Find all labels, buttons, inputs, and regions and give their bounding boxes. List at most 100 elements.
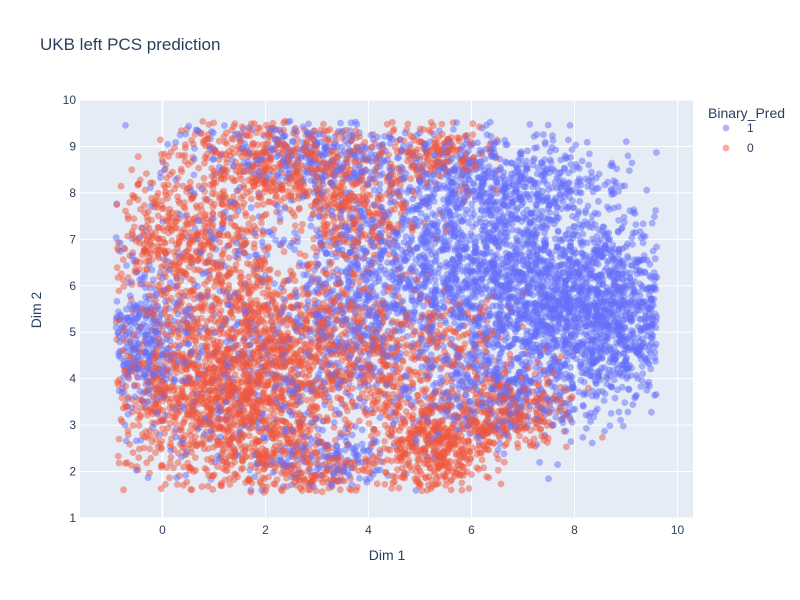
scatter-point — [361, 138, 369, 146]
scatter-point — [617, 416, 624, 424]
scatter-point — [225, 254, 233, 262]
scatter-point — [629, 401, 637, 408]
scatter-point — [382, 270, 389, 278]
scatter-point — [234, 233, 242, 241]
scatter-point — [333, 316, 340, 324]
scatter-point — [648, 408, 655, 416]
scatter-point — [424, 155, 432, 163]
scatter-point — [606, 422, 614, 430]
scatter-point — [440, 215, 448, 223]
scatter-point — [172, 420, 180, 427]
scatter-point — [648, 219, 656, 227]
scatter-point — [437, 374, 445, 381]
scatter-point — [439, 298, 447, 305]
scatter-point — [554, 228, 562, 236]
scatter-point — [154, 282, 162, 290]
scatter-point — [500, 450, 508, 458]
scatter-point — [516, 432, 523, 440]
scatter-point — [615, 408, 623, 416]
y-tick-label: 8 — [69, 186, 76, 200]
scatter-point — [436, 321, 444, 329]
scatter-point — [265, 171, 273, 179]
scatter-point — [186, 229, 194, 236]
scatter-point — [251, 473, 259, 481]
scatter-point — [174, 459, 182, 467]
scatter-point — [113, 264, 121, 272]
scatter-point — [583, 138, 591, 146]
scatter-point — [579, 402, 587, 409]
y-tick-label: 6 — [69, 279, 76, 293]
scatter-point — [182, 472, 190, 479]
scatter-point — [557, 156, 565, 164]
scatter-point — [204, 482, 212, 490]
scatter-point — [194, 257, 202, 265]
scatter-point — [209, 472, 217, 480]
scatter-point — [526, 121, 534, 128]
scatter-point — [595, 197, 602, 205]
x-tick-label: 4 — [365, 523, 372, 537]
x-tick-label: 0 — [159, 523, 166, 537]
scatter-point — [653, 149, 660, 156]
scatter-point — [303, 396, 311, 404]
scatter-point — [497, 480, 505, 488]
scatter-point — [126, 292, 134, 300]
scatter-point — [132, 437, 140, 445]
scatter-point — [632, 221, 640, 229]
scatter-point — [237, 194, 245, 202]
scatter-point — [639, 220, 647, 228]
scatter-point — [545, 475, 552, 483]
x-tick-label: 6 — [468, 523, 475, 537]
scatter-point — [409, 195, 417, 203]
y-tick-label: 3 — [69, 418, 76, 432]
scatter-point — [192, 433, 199, 441]
scatter-point — [113, 298, 121, 305]
scatter-point — [601, 427, 608, 435]
scatter-point — [166, 279, 174, 287]
scatter-point — [579, 434, 587, 441]
scatter-point — [514, 440, 521, 448]
scatter-point — [295, 206, 303, 213]
scatter-point — [223, 140, 231, 148]
y-tick-label: 2 — [69, 465, 76, 479]
scatter-point — [576, 198, 584, 205]
x-tick-label: 8 — [571, 523, 578, 537]
scatter-point — [126, 199, 133, 206]
scatter-point — [643, 186, 651, 194]
scatter-point — [188, 437, 196, 445]
scatter-point — [297, 227, 305, 235]
scatter-point — [293, 302, 301, 310]
scatter-point — [567, 438, 575, 445]
scatter-point — [191, 225, 199, 232]
scatter-point — [382, 469, 390, 477]
scatter-point — [565, 136, 572, 144]
scatter-point — [540, 131, 547, 139]
scatter-point — [149, 419, 156, 427]
scatter-point — [276, 209, 283, 216]
scatter-point — [324, 294, 331, 302]
scatter-point — [135, 445, 143, 453]
chart-title: UKB left PCS prediction — [40, 35, 220, 54]
scatter-point — [147, 454, 155, 462]
scatter-point — [113, 201, 121, 209]
scatter-point — [481, 155, 489, 163]
scatter-point — [599, 434, 606, 441]
scatter-point — [339, 178, 347, 186]
scatter-point — [209, 486, 217, 493]
scatter-point — [172, 139, 180, 146]
scatter-point — [647, 365, 655, 373]
scatter-point — [122, 122, 129, 129]
scatter-point — [337, 119, 344, 127]
scatter-point — [373, 480, 381, 488]
scatter-point — [578, 157, 586, 165]
scatter-point — [269, 119, 277, 127]
scatter-point — [465, 485, 473, 492]
scatter-point — [115, 459, 123, 467]
scatter-point — [384, 259, 392, 267]
scatter-point — [388, 484, 396, 492]
scatter-points — [112, 117, 661, 496]
scatter-point — [448, 377, 455, 385]
scatter-point — [458, 479, 466, 487]
scatter-point — [167, 447, 175, 454]
scatter-point — [280, 248, 288, 256]
scatter-point — [469, 120, 477, 128]
